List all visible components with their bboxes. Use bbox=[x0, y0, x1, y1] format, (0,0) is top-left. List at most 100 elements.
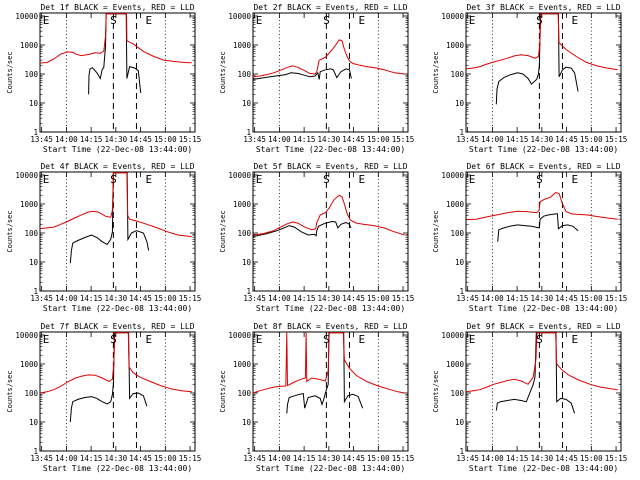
y-axis-label: Counts/sec bbox=[219, 370, 227, 412]
x-axis-label: Start Time (22-Dec-08 13:44:00) bbox=[43, 145, 192, 154]
time-marker-s: S bbox=[110, 14, 117, 27]
x-tick-label: 14:30 bbox=[531, 294, 554, 303]
y-tick-label: 10000 bbox=[15, 12, 38, 21]
y-axis-label: Counts/sec bbox=[432, 51, 440, 93]
x-tick-label: 15:00 bbox=[154, 454, 177, 463]
detector-panel-4: Det 4f BLACK = Events, RED = LLD 1 10 100 10… bbox=[6, 162, 201, 313]
x-tick-label: 13:45 bbox=[456, 294, 479, 303]
y-tick-label: 10 bbox=[29, 418, 39, 427]
x-tick-label: 13:45 bbox=[456, 135, 479, 144]
y-tick-label: 1000 bbox=[233, 200, 252, 209]
y-tick-label: 10000 bbox=[441, 331, 464, 340]
x-tick-label: 15:00 bbox=[580, 294, 603, 303]
time-marker-e: E bbox=[43, 173, 50, 186]
detector-panel-9: Det 9f BLACK = Events, RED = LLD 1 10 100 10… bbox=[432, 322, 627, 473]
plot-frame bbox=[39, 331, 196, 452]
x-tick-label: 14:15 bbox=[80, 454, 103, 463]
y-tick-label: 100 bbox=[24, 229, 38, 238]
plot-frame bbox=[252, 331, 409, 452]
x-tick-label: 13:45 bbox=[30, 135, 53, 144]
y-tick-label: 1000 bbox=[20, 360, 39, 369]
y-tick-label: 10 bbox=[242, 99, 252, 108]
x-tick-label: 15:15 bbox=[392, 294, 415, 303]
time-marker-e: E bbox=[359, 173, 366, 186]
x-tick-label: 15:00 bbox=[154, 294, 177, 303]
y-tick-label: 100 bbox=[450, 389, 464, 398]
panel-title: Det 7f BLACK = Events, RED = LLD bbox=[40, 322, 194, 331]
time-marker-e: E bbox=[359, 333, 366, 346]
x-tick-label: 15:15 bbox=[392, 135, 415, 144]
x-tick-label: 15:15 bbox=[179, 454, 202, 463]
x-axis-label: Start Time (22-Dec-08 13:44:00) bbox=[469, 464, 618, 473]
y-tick-label: 100 bbox=[24, 389, 38, 398]
time-marker-e: E bbox=[572, 173, 579, 186]
y-tick-label: 10000 bbox=[228, 12, 251, 21]
panel-title: Det 8f BLACK = Events, RED = LLD bbox=[253, 322, 407, 331]
x-tick-label: 14:30 bbox=[105, 294, 128, 303]
y-axis-label: Counts/sec bbox=[219, 210, 227, 252]
x-tick-label: 14:45 bbox=[555, 294, 578, 303]
time-marker-s: S bbox=[536, 173, 543, 186]
x-tick-label: 15:00 bbox=[580, 135, 603, 144]
y-tick-label: 1000 bbox=[233, 360, 252, 369]
lld-series-line bbox=[466, 332, 618, 393]
detector-panel-7: Det 7f BLACK = Events, RED = LLD 1 10 100 10… bbox=[6, 322, 201, 473]
x-tick-label: 15:15 bbox=[179, 135, 202, 144]
x-axis-label: Start Time (22-Dec-08 13:44:00) bbox=[256, 304, 405, 313]
lld-series-line bbox=[40, 13, 192, 64]
y-tick-label: 10000 bbox=[15, 171, 38, 180]
time-marker-e: E bbox=[43, 14, 50, 27]
y-axis-label: Counts/sec bbox=[432, 210, 440, 252]
detector-panel-3: Det 3f BLACK = Events, RED = LLD 1 10 100 10… bbox=[432, 3, 627, 154]
lld-series-line bbox=[40, 172, 192, 238]
lld-series-line bbox=[466, 191, 618, 221]
y-tick-label: 100 bbox=[237, 229, 251, 238]
detector-panel-2: Det 2f BLACK = Events, RED = LLD 1 10 100 10… bbox=[219, 3, 414, 154]
x-tick-label: 14:30 bbox=[318, 135, 341, 144]
x-tick-label: 14:15 bbox=[80, 294, 103, 303]
x-tick-label: 14:45 bbox=[342, 135, 365, 144]
y-tick-label: 1000 bbox=[446, 360, 465, 369]
y-tick-label: 10 bbox=[242, 418, 252, 427]
y-tick-label: 1 bbox=[33, 287, 38, 296]
x-tick-label: 14:30 bbox=[105, 135, 128, 144]
x-tick-label: 13:45 bbox=[456, 454, 479, 463]
x-tick-label: 14:00 bbox=[268, 454, 291, 463]
y-tick-label: 10 bbox=[29, 258, 39, 267]
time-marker-s: S bbox=[323, 173, 330, 186]
y-tick-label: 1000 bbox=[20, 41, 39, 50]
events-series-line bbox=[495, 332, 576, 414]
x-tick-label: 14:15 bbox=[506, 454, 529, 463]
events-series-line bbox=[495, 13, 579, 105]
panel-title: Det 4f BLACK = Events, RED = LLD bbox=[40, 162, 194, 171]
y-tick-label: 1 bbox=[459, 128, 464, 137]
plot-frame bbox=[465, 171, 622, 292]
y-axis-label: Counts/sec bbox=[6, 210, 14, 252]
plot-frame bbox=[465, 331, 622, 452]
time-marker-e: E bbox=[43, 333, 50, 346]
x-tick-label: 14:45 bbox=[555, 135, 578, 144]
x-tick-label: 14:00 bbox=[481, 135, 504, 144]
panel-title: Det 9f BLACK = Events, RED = LLD bbox=[466, 322, 620, 331]
lld-series-line bbox=[253, 332, 405, 394]
lld-series-line bbox=[253, 194, 405, 236]
y-tick-label: 1 bbox=[246, 128, 251, 137]
lld-series-line bbox=[466, 13, 618, 71]
time-marker-e: E bbox=[146, 14, 153, 27]
x-tick-label: 15:15 bbox=[605, 454, 628, 463]
panel-title: Det 3f BLACK = Events, RED = LLD bbox=[466, 3, 620, 12]
x-tick-label: 15:00 bbox=[367, 454, 390, 463]
y-tick-label: 1 bbox=[459, 287, 464, 296]
y-tick-label: 1 bbox=[246, 287, 251, 296]
x-tick-label: 15:15 bbox=[605, 135, 628, 144]
panel-title: Det 5f BLACK = Events, RED = LLD bbox=[253, 162, 407, 171]
time-marker-e: E bbox=[469, 173, 476, 186]
detector-panel-5: Det 5f BLACK = Events, RED = LLD 1 10 100 10… bbox=[219, 162, 414, 313]
x-tick-label: 15:00 bbox=[367, 294, 390, 303]
y-tick-label: 100 bbox=[450, 229, 464, 238]
events-series-line bbox=[286, 332, 364, 414]
x-tick-label: 14:15 bbox=[293, 135, 316, 144]
x-axis-label: Start Time (22-Dec-08 13:44:00) bbox=[469, 145, 618, 154]
events-series-line bbox=[69, 332, 148, 423]
x-axis-label: Start Time (22-Dec-08 13:44:00) bbox=[256, 464, 405, 473]
